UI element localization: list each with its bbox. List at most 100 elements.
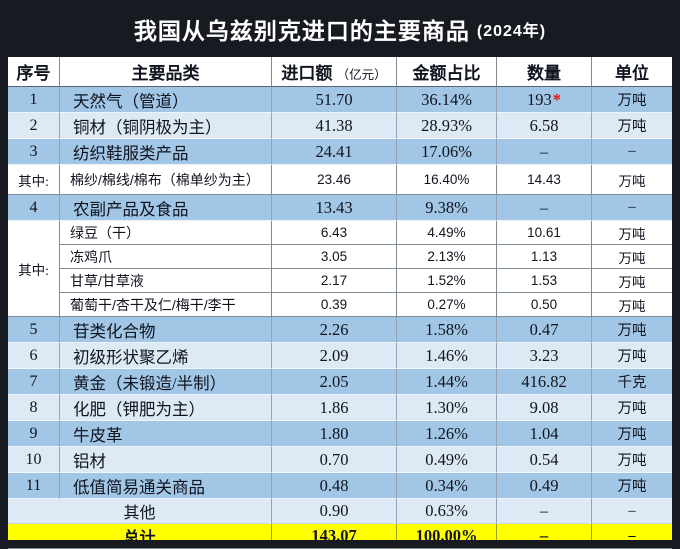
cell-number: 0.54 bbox=[497, 447, 592, 473]
cell-number: 9.08 bbox=[497, 395, 592, 421]
cell-number: 6.58 bbox=[497, 113, 592, 139]
cell-number: 0.70 bbox=[272, 447, 397, 473]
column-header-import-value-unit: （亿元） bbox=[336, 68, 387, 82]
cell-category: 苷类化合物 bbox=[60, 317, 272, 343]
cell-text: 2.17 bbox=[320, 273, 348, 288]
cell-number: 1.46% bbox=[397, 343, 497, 369]
table-row: 11 低值简易通关商品 0.48 0.34% 0.49 万吨 bbox=[8, 473, 672, 499]
table-row: 其中: 绿豆（干） 6.43 4.49% 10.61 万吨 bbox=[8, 221, 672, 317]
table-row: 1 天然气（管道） 51.70 36.14% 193* 万吨 bbox=[8, 87, 672, 113]
cell-text: 13.43 bbox=[315, 197, 353, 217]
cell-number: – bbox=[497, 195, 592, 221]
cell-text: 8 bbox=[29, 398, 38, 416]
cell-text: 万吨 bbox=[617, 427, 647, 443]
cell-text: 1.58% bbox=[425, 319, 468, 339]
column-header-category: 主要品类 bbox=[60, 57, 272, 87]
table-row: 9 牛皮革 1.80 1.26% 1.04 万吨 bbox=[8, 421, 672, 447]
cell-number: 51.70 bbox=[272, 87, 397, 113]
cell-text: 黄金（未锻造/半制） bbox=[73, 373, 227, 393]
cell-text: 其中: bbox=[18, 262, 49, 278]
cell-text: 0.90 bbox=[319, 501, 349, 520]
table-row: 其中: 棉纱/棉线/棉布（棉单纱为主） 23.46 16.40% 14.43 万吨 bbox=[8, 165, 672, 195]
table-row: 5 苷类化合物 2.26 1.58% 0.47 万吨 bbox=[8, 317, 672, 343]
cell-text: 甘草/甘草液 bbox=[70, 272, 144, 289]
cell-text: 万吨 bbox=[618, 173, 646, 189]
cell-text: 193 bbox=[527, 89, 552, 109]
cell-text: 9.38% bbox=[425, 197, 468, 217]
cell-category: 铜材（铜阴极为主） bbox=[60, 113, 272, 139]
cell-number: 0.49 bbox=[497, 473, 592, 499]
cell-text: 苷类化合物 bbox=[73, 321, 156, 341]
cell-text: – bbox=[539, 501, 549, 520]
cell-text: 0.48 bbox=[319, 475, 349, 495]
cell-text: 其中: bbox=[18, 173, 49, 189]
cell-index: 7 bbox=[8, 369, 60, 395]
cell-number: 1.44% bbox=[397, 369, 497, 395]
cell-index: 11 bbox=[8, 473, 60, 499]
cell-index: 1 bbox=[8, 87, 60, 113]
cell-unit: – bbox=[592, 139, 672, 165]
cell-number: 1.58% bbox=[397, 317, 497, 343]
cell-text: 冻鸡爪 bbox=[70, 248, 112, 265]
cell-text: 铜材（铜阴极为主） bbox=[73, 117, 222, 137]
table-row: 4 农副产品及食品 13.43 9.38% – – bbox=[8, 195, 672, 221]
cell-unit: 万吨 bbox=[592, 221, 672, 245]
cell-text: 51.70 bbox=[315, 89, 353, 109]
cell-index: 5 bbox=[8, 317, 60, 343]
cell-category: 天然气（管道） bbox=[60, 87, 272, 113]
table-row: 其他 0.90 0.63% – – bbox=[8, 499, 672, 524]
table-body: 1 天然气（管道） 51.70 36.14% 193* 万吨 2 铜材（铜阴极为主） 41.38… bbox=[8, 87, 672, 549]
cell-category: 低值简易通关商品 bbox=[60, 473, 272, 499]
cell-number: 17.06% bbox=[397, 139, 497, 165]
cell-text: 0.49 bbox=[529, 475, 559, 495]
cell-text: – bbox=[539, 197, 549, 217]
cell-text: 0.47 bbox=[529, 319, 559, 339]
cell-index: 6 bbox=[8, 343, 60, 369]
cell-text: 低值简易通关商品 bbox=[73, 477, 205, 497]
cell-text: 1.46% bbox=[425, 345, 468, 365]
cell-text: 千克 bbox=[617, 375, 647, 391]
cell-text: 2.09 bbox=[319, 345, 349, 365]
cell-number: 14.43 bbox=[497, 165, 592, 195]
cell-category: 初级形状聚乙烯 bbox=[60, 343, 272, 369]
cell-category: 黄金（未锻造/半制） bbox=[60, 369, 272, 395]
cell-text: 0.70 bbox=[319, 449, 349, 469]
imports-table: 序号 主要品类 进口额 （亿元） 金额占比 数量 单位 1 天然气（管道） 51.7… bbox=[8, 57, 672, 549]
cell-index: 2 bbox=[8, 113, 60, 139]
cell-text: 1.04 bbox=[529, 423, 559, 443]
cell-text: 万吨 bbox=[617, 349, 647, 365]
cell-number: 3.23 bbox=[497, 343, 592, 369]
cell-index: 8 bbox=[8, 395, 60, 421]
cell-text: 3 bbox=[29, 142, 38, 160]
cell-text: 1.52% bbox=[427, 273, 466, 288]
cell-text: 0.63% bbox=[425, 501, 468, 520]
cell-number: 41.38 bbox=[272, 113, 397, 139]
footnote-asterisk: * bbox=[552, 89, 561, 109]
cell-number: 1.80 bbox=[272, 421, 397, 447]
cell-number: 416.82 bbox=[497, 369, 592, 395]
cell-number: 0.39 bbox=[272, 293, 397, 317]
cell-category: 牛皮革 bbox=[60, 421, 272, 447]
cell-text: 23.46 bbox=[317, 172, 351, 187]
cell-number: 9.38% bbox=[397, 195, 497, 221]
cell-text: 化肥（钾肥为主） bbox=[73, 399, 205, 419]
cell-text: 1.30% bbox=[425, 397, 468, 417]
table-row: 8 化肥（钾肥为主） 1.86 1.30% 9.08 万吨 bbox=[8, 395, 672, 421]
cell-text: 万吨 bbox=[618, 226, 646, 242]
cell-unit: 万吨 bbox=[592, 113, 672, 139]
cell-text: 万吨 bbox=[617, 323, 647, 339]
cell-text: 1 bbox=[29, 90, 38, 108]
cell-text: 万吨 bbox=[617, 93, 647, 109]
table-row: 7 黄金（未锻造/半制） 2.05 1.44% 416.82 千克 bbox=[8, 369, 672, 395]
cell-text: 24.41 bbox=[315, 141, 353, 161]
cell-number: 2.09 bbox=[272, 343, 397, 369]
cell-number: – bbox=[497, 139, 592, 165]
cell-unit: 万吨 bbox=[592, 293, 672, 317]
cell-text: 11 bbox=[25, 476, 42, 494]
cell-unit: 万吨 bbox=[592, 343, 672, 369]
cell-text: 6 bbox=[29, 346, 38, 364]
cell-number: 1.53 bbox=[497, 269, 592, 293]
cell-category: 纺织鞋服类产品 bbox=[60, 139, 272, 165]
cell-category: 农副产品及食品 bbox=[60, 195, 272, 221]
